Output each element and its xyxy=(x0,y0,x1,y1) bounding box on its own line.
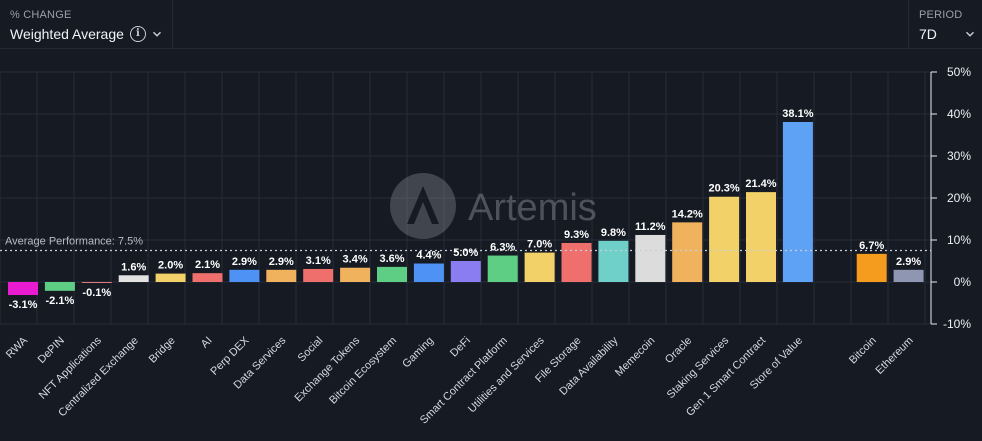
x-tick-label: Oracle xyxy=(663,335,694,366)
period-title: PERIOD xyxy=(919,9,963,21)
data-label: 1.6% xyxy=(121,261,146,273)
watermark: Artemis xyxy=(390,173,597,239)
chevron-down-icon xyxy=(152,31,161,37)
bar[interactable] xyxy=(709,196,740,282)
x-tick-label: Gaming xyxy=(400,335,436,371)
bar[interactable] xyxy=(672,222,703,282)
metric-selector: % CHANGE Weighted Average i xyxy=(0,0,173,48)
data-label: 11.2% xyxy=(635,221,666,233)
bar[interactable] xyxy=(635,234,666,282)
metric-dropdown[interactable]: Weighted Average i xyxy=(10,25,162,43)
x-tick-label: Bridge xyxy=(147,335,178,366)
x-tick-label: Ethereum xyxy=(874,335,916,377)
bar[interactable] xyxy=(782,121,813,282)
data-label: 2.9% xyxy=(269,256,294,268)
period-selector: PERIOD 7D xyxy=(908,0,982,48)
y-tick-label: 40% xyxy=(947,107,971,121)
data-label: 21.4% xyxy=(745,178,776,190)
data-label: 4.4% xyxy=(416,250,441,262)
data-label: 7.0% xyxy=(527,239,552,251)
bar[interactable] xyxy=(44,282,75,291)
data-label: 3.4% xyxy=(343,254,368,266)
x-tick-label: NFT Applications xyxy=(37,334,104,401)
x-tick-label: AI xyxy=(199,335,215,351)
x-tick-label: DeFi xyxy=(448,335,473,360)
chart-toolbar: % CHANGE Weighted Average i PERIOD 7D xyxy=(0,0,982,49)
bar[interactable] xyxy=(8,282,38,296)
y-axis: -10% 0% 10% 20% 30% 40% 50% xyxy=(930,65,972,331)
x-tick-label: RWA xyxy=(4,334,31,361)
data-label: 6.7% xyxy=(859,240,884,252)
data-labels: -3.1% -2.1% -0.1% 1.6% 2.0% 2.1% 2.9% 2.9% 3.1% 3… xyxy=(9,108,922,311)
data-label: 9.3% xyxy=(564,229,589,241)
x-tick-label: Social xyxy=(296,335,326,365)
x-tick-label: Exchange Tokens xyxy=(292,334,362,404)
bar[interactable] xyxy=(377,266,407,282)
data-label: 2.9% xyxy=(896,256,921,268)
bar-chart: Artemis Average Performance: 7.5% -3.1% -… xyxy=(0,65,972,427)
y-tick-label: 20% xyxy=(947,191,971,205)
metric-title: % CHANGE xyxy=(10,9,72,21)
x-tick-label: Bitcoin xyxy=(847,335,879,367)
bar[interactable] xyxy=(413,263,444,282)
bar[interactable] xyxy=(81,282,112,283)
average-line-group: Average Performance: 7.5% xyxy=(0,236,931,252)
data-label: 5.0% xyxy=(453,247,478,259)
data-label: 6.3% xyxy=(490,242,515,254)
period-value: 7D xyxy=(919,26,937,42)
bar[interactable] xyxy=(192,273,223,282)
data-label: 9.8% xyxy=(601,227,626,239)
bar[interactable] xyxy=(340,267,371,282)
data-label: 3.6% xyxy=(379,253,404,265)
data-label: 2.1% xyxy=(195,259,220,271)
y-tick-label: 30% xyxy=(947,149,971,163)
bar[interactable] xyxy=(450,261,481,282)
bar[interactable] xyxy=(266,269,297,282)
data-label: 3.1% xyxy=(306,255,331,267)
watermark-text: Artemis xyxy=(468,187,597,229)
bar[interactable] xyxy=(893,269,924,282)
bar[interactable] xyxy=(524,252,555,282)
bar[interactable] xyxy=(856,253,887,282)
data-label: 20.3% xyxy=(708,183,739,195)
data-label: 38.1% xyxy=(782,108,813,120)
bar[interactable] xyxy=(118,275,149,282)
info-icon[interactable]: i xyxy=(129,26,146,42)
bar[interactable] xyxy=(229,269,260,282)
x-tick-label: Memecoin xyxy=(613,335,657,379)
artemis-logo-icon xyxy=(390,173,456,239)
bar[interactable] xyxy=(487,255,518,282)
data-label: 2.9% xyxy=(232,256,257,268)
data-label: -2.1% xyxy=(46,295,75,307)
bar[interactable] xyxy=(598,240,629,282)
bar[interactable] xyxy=(561,242,592,282)
y-tick-label: 50% xyxy=(947,65,971,79)
x-tick-label: Bitcoin Ecosystem xyxy=(327,335,399,407)
y-tick-label: -10% xyxy=(943,317,971,331)
data-label: 14.2% xyxy=(672,208,703,220)
x-tick-label: DePIN xyxy=(36,335,67,366)
bars xyxy=(8,121,924,296)
data-label: -0.1% xyxy=(82,287,111,299)
metric-value: Weighted Average xyxy=(10,26,124,42)
y-tick-label: 10% xyxy=(947,233,971,247)
y-tick-label: 0% xyxy=(954,275,972,289)
chevron-down-icon xyxy=(965,31,975,37)
bar[interactable] xyxy=(746,192,776,282)
bar[interactable] xyxy=(303,268,334,282)
period-dropdown[interactable]: 7D xyxy=(919,25,975,43)
bar[interactable] xyxy=(155,273,186,282)
average-label: Average Performance: 7.5% xyxy=(5,236,143,248)
data-label: 2.0% xyxy=(158,260,183,272)
artemis-logo-mark xyxy=(407,186,439,224)
data-label: -3.1% xyxy=(9,299,38,311)
